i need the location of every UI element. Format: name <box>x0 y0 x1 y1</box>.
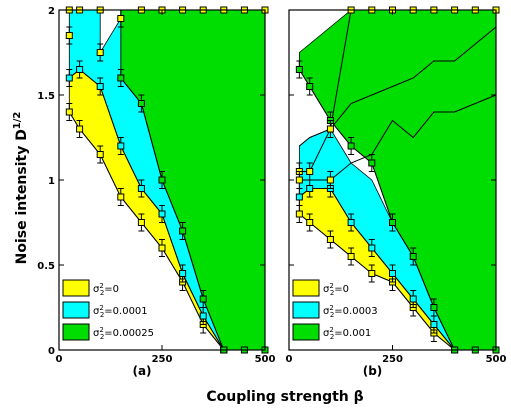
x-tick-label-1: 250 <box>382 354 403 365</box>
panel-label: (b) <box>363 364 383 378</box>
data-point-extra-12 <box>326 176 334 184</box>
data-point-s2-2 <box>158 176 166 184</box>
data-point-s2-3 <box>347 142 355 150</box>
data-point-s2-4 <box>368 159 376 167</box>
data-point-s2-6 <box>409 253 417 260</box>
data-point-s1-6 <box>409 295 417 303</box>
x-tick-label-1: 250 <box>152 354 173 365</box>
legend-label-0: σ2 2=0 <box>323 282 349 297</box>
data-point-s2-1 <box>306 83 314 90</box>
x-tick-label-2: 500 <box>486 354 507 365</box>
data-point-s0-0 <box>295 210 303 218</box>
x-tick-label-0: 0 <box>56 354 63 365</box>
y-tick-label-2: 1 <box>48 176 55 187</box>
svg-text:Noise intensity D1/2: Noise intensity D1/2 <box>12 112 30 265</box>
data-point-s1-3 <box>117 142 125 150</box>
data-point-s2-3 <box>179 227 187 235</box>
data-point-s1-4 <box>137 185 145 192</box>
data-point-s2-0 <box>117 74 125 82</box>
data-point-s1-5 <box>389 270 396 277</box>
x-tick-label-0: 0 <box>286 354 293 365</box>
y-tick-label-0: 0 <box>48 346 55 357</box>
legend-swatch-2 <box>292 323 320 341</box>
panel-a: 0 250 500 0 0.5 1 1.5 2 (a) σ2 2=0 σ2 2=0.0001 σ2 2=0.… <box>37 6 275 378</box>
data-point-s2-7 <box>430 304 438 311</box>
legend-label-2: σ2 2=0.001 <box>323 326 371 341</box>
data-point-s1-5 <box>158 210 166 218</box>
legend-label-1: σ2 2=0.0003 <box>323 304 378 319</box>
x-tick-label-2: 500 <box>255 354 276 365</box>
data-point-extra-11 <box>96 49 104 56</box>
legend-label-0: σ2 2=0 <box>93 282 119 297</box>
data-point-s0-0 <box>65 108 73 116</box>
data-point-s0-4 <box>137 219 145 226</box>
data-point-s0-2 <box>326 236 334 243</box>
data-point-s1-3 <box>347 219 355 226</box>
y-tick-label-3: 1.5 <box>37 91 55 102</box>
data-point-s0-3 <box>347 253 355 260</box>
data-point-s1-0 <box>295 193 303 201</box>
legend-label-1: σ2 2=0.0001 <box>93 304 148 319</box>
y-axis-title-sup: 1/2 <box>12 112 23 130</box>
data-point-s0-1 <box>306 219 314 226</box>
data-point-s0-1 <box>76 125 84 133</box>
legend-swatch-2 <box>62 323 90 341</box>
legend-swatch-1 <box>62 301 90 319</box>
data-point-s2-1 <box>137 100 145 107</box>
panel-b: 0 250 500 (b) σ2 2=0 σ2 2=0.0003 σ2 2=0.001 <box>286 6 507 378</box>
data-point-s1-2 <box>96 83 104 90</box>
y-tick-label-1: 0.5 <box>37 261 55 272</box>
data-point-extra-11 <box>295 176 303 184</box>
x-axis-title: Coupling strength β <box>206 389 363 405</box>
data-point-s1-7 <box>199 312 207 320</box>
legend-swatch-0 <box>62 279 90 297</box>
y-axis-title-main: Noise intensity D <box>14 129 30 264</box>
data-point-s1-4 <box>368 244 376 252</box>
data-point-extra-3 <box>117 15 125 22</box>
data-point-s1-1 <box>306 185 314 192</box>
data-point-extra-9 <box>306 168 314 175</box>
data-point-s2-5 <box>389 219 396 226</box>
data-point-s1-0 <box>65 74 73 82</box>
data-point-s0-3 <box>117 193 125 201</box>
data-point-s1-1 <box>76 66 84 73</box>
data-point-extra-10 <box>326 125 334 133</box>
data-point-s1-7 <box>430 321 438 328</box>
boundary-line-2 <box>299 9 352 172</box>
legend-swatch-1 <box>292 301 320 319</box>
data-point-s2-0 <box>295 66 303 73</box>
legend-swatch-0 <box>292 279 320 297</box>
data-point-extra-12 <box>65 32 73 39</box>
y-tick-label-4: 2 <box>48 6 55 17</box>
data-point-s2-4 <box>199 295 207 303</box>
data-point-s0-4 <box>368 270 376 277</box>
data-point-s1-6 <box>179 270 187 277</box>
y-axis-title: Noise intensity D1/2 <box>12 112 30 265</box>
boundary-line-0 <box>299 26 497 147</box>
data-point-s0-2 <box>96 151 104 158</box>
legend-label-2: σ2 2=0.00025 <box>93 326 154 341</box>
data-point-s0-5 <box>158 244 166 252</box>
boundary-line-1 <box>299 94 497 181</box>
panel-label: (a) <box>132 364 151 378</box>
